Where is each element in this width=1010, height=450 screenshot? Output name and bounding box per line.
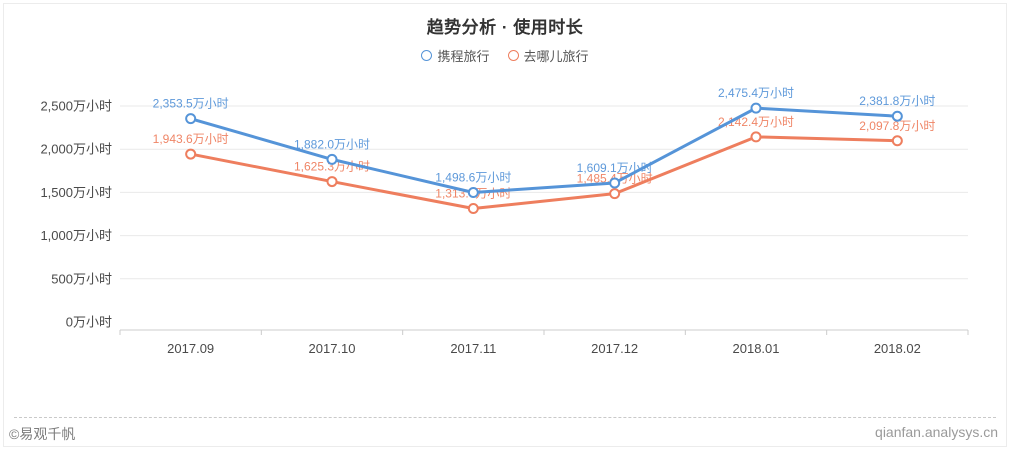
data-point-marker-携程旅行[interactable] [467,187,479,199]
legend-item-携程旅行[interactable]: 携程旅行 [421,46,490,65]
data-point-marker-携程旅行[interactable] [326,153,338,165]
data-point-marker-去哪儿旅行[interactable] [750,131,762,143]
series-line-携程旅行 [189,106,899,195]
y-axis-tick-label: 500万小时 [51,271,112,286]
x-axis-label: 2017.12 [591,341,638,356]
legend: 携程旅行 去哪儿旅行 [0,46,1010,65]
data-point-marker-携程旅行[interactable] [609,177,621,189]
data-point-marker-去哪儿旅行[interactable] [609,188,621,200]
x-axis-label: 2017.10 [309,341,356,356]
data-label-去哪儿旅行: 1,943.6万小时 [153,132,229,146]
x-axis-label: 2017.09 [167,341,214,356]
legend-marker-icon [507,50,519,61]
chart-title: 趋势分析 · 使用时长 [426,18,584,37]
data-label-携程旅行: 1,609.1万小时 [577,161,653,175]
x-axis-label: 2018.01 [733,341,780,356]
site-link[interactable]: qianfan.analysys.cn [875,424,998,440]
data-point-marker-去哪儿旅行[interactable] [467,203,479,215]
y-axis-tick-label: 1,500万小时 [40,185,112,200]
y-axis-tick-label: 0万小时 [66,315,112,330]
y-axis-tick-label: 2,500万小时 [40,99,112,114]
data-label-携程旅行: 1,882.0万小时 [294,137,370,151]
legend-item-label: 携程旅行 [437,49,490,64]
trend-line-chart: 0万小时 500万小时 1,000万小时 1,500万小时 2,000万小时 2,500万… [40,86,969,356]
data-point-marker-携程旅行[interactable] [750,102,762,114]
x-axis-label: 2018.02 [874,341,921,356]
data-label-携程旅行: 1,498.6万小时 [435,171,511,185]
data-point-marker-携程旅行[interactable] [185,113,197,125]
data-label-携程旅行: 2,475.4万小时 [718,86,794,100]
data-label-携程旅行: 2,381.8万小时 [859,94,935,108]
x-axis-label: 2017.11 [450,341,496,356]
copyright-label: ©易观千帆 [9,426,76,442]
legend-item-label: 去哪儿旅行 [523,49,589,64]
footer-divider [14,417,996,418]
series-line-去哪儿旅行 [189,135,899,211]
data-point-marker-携程旅行[interactable] [891,110,903,122]
y-axis-tick-label: 1,000万小时 [40,228,112,243]
data-point-marker-去哪儿旅行[interactable] [185,148,197,160]
data-point-marker-去哪儿旅行[interactable] [891,135,903,147]
data-label-携程旅行: 2,353.5万小时 [153,97,229,111]
data-point-marker-去哪儿旅行[interactable] [326,176,338,188]
legend-item-去哪儿旅行[interactable]: 去哪儿旅行 [507,46,589,65]
legend-marker-icon [421,50,433,61]
y-axis-tick-label: 2,000万小时 [40,142,112,157]
data-label-去哪儿旅行: 2,097.8万小时 [859,119,935,133]
